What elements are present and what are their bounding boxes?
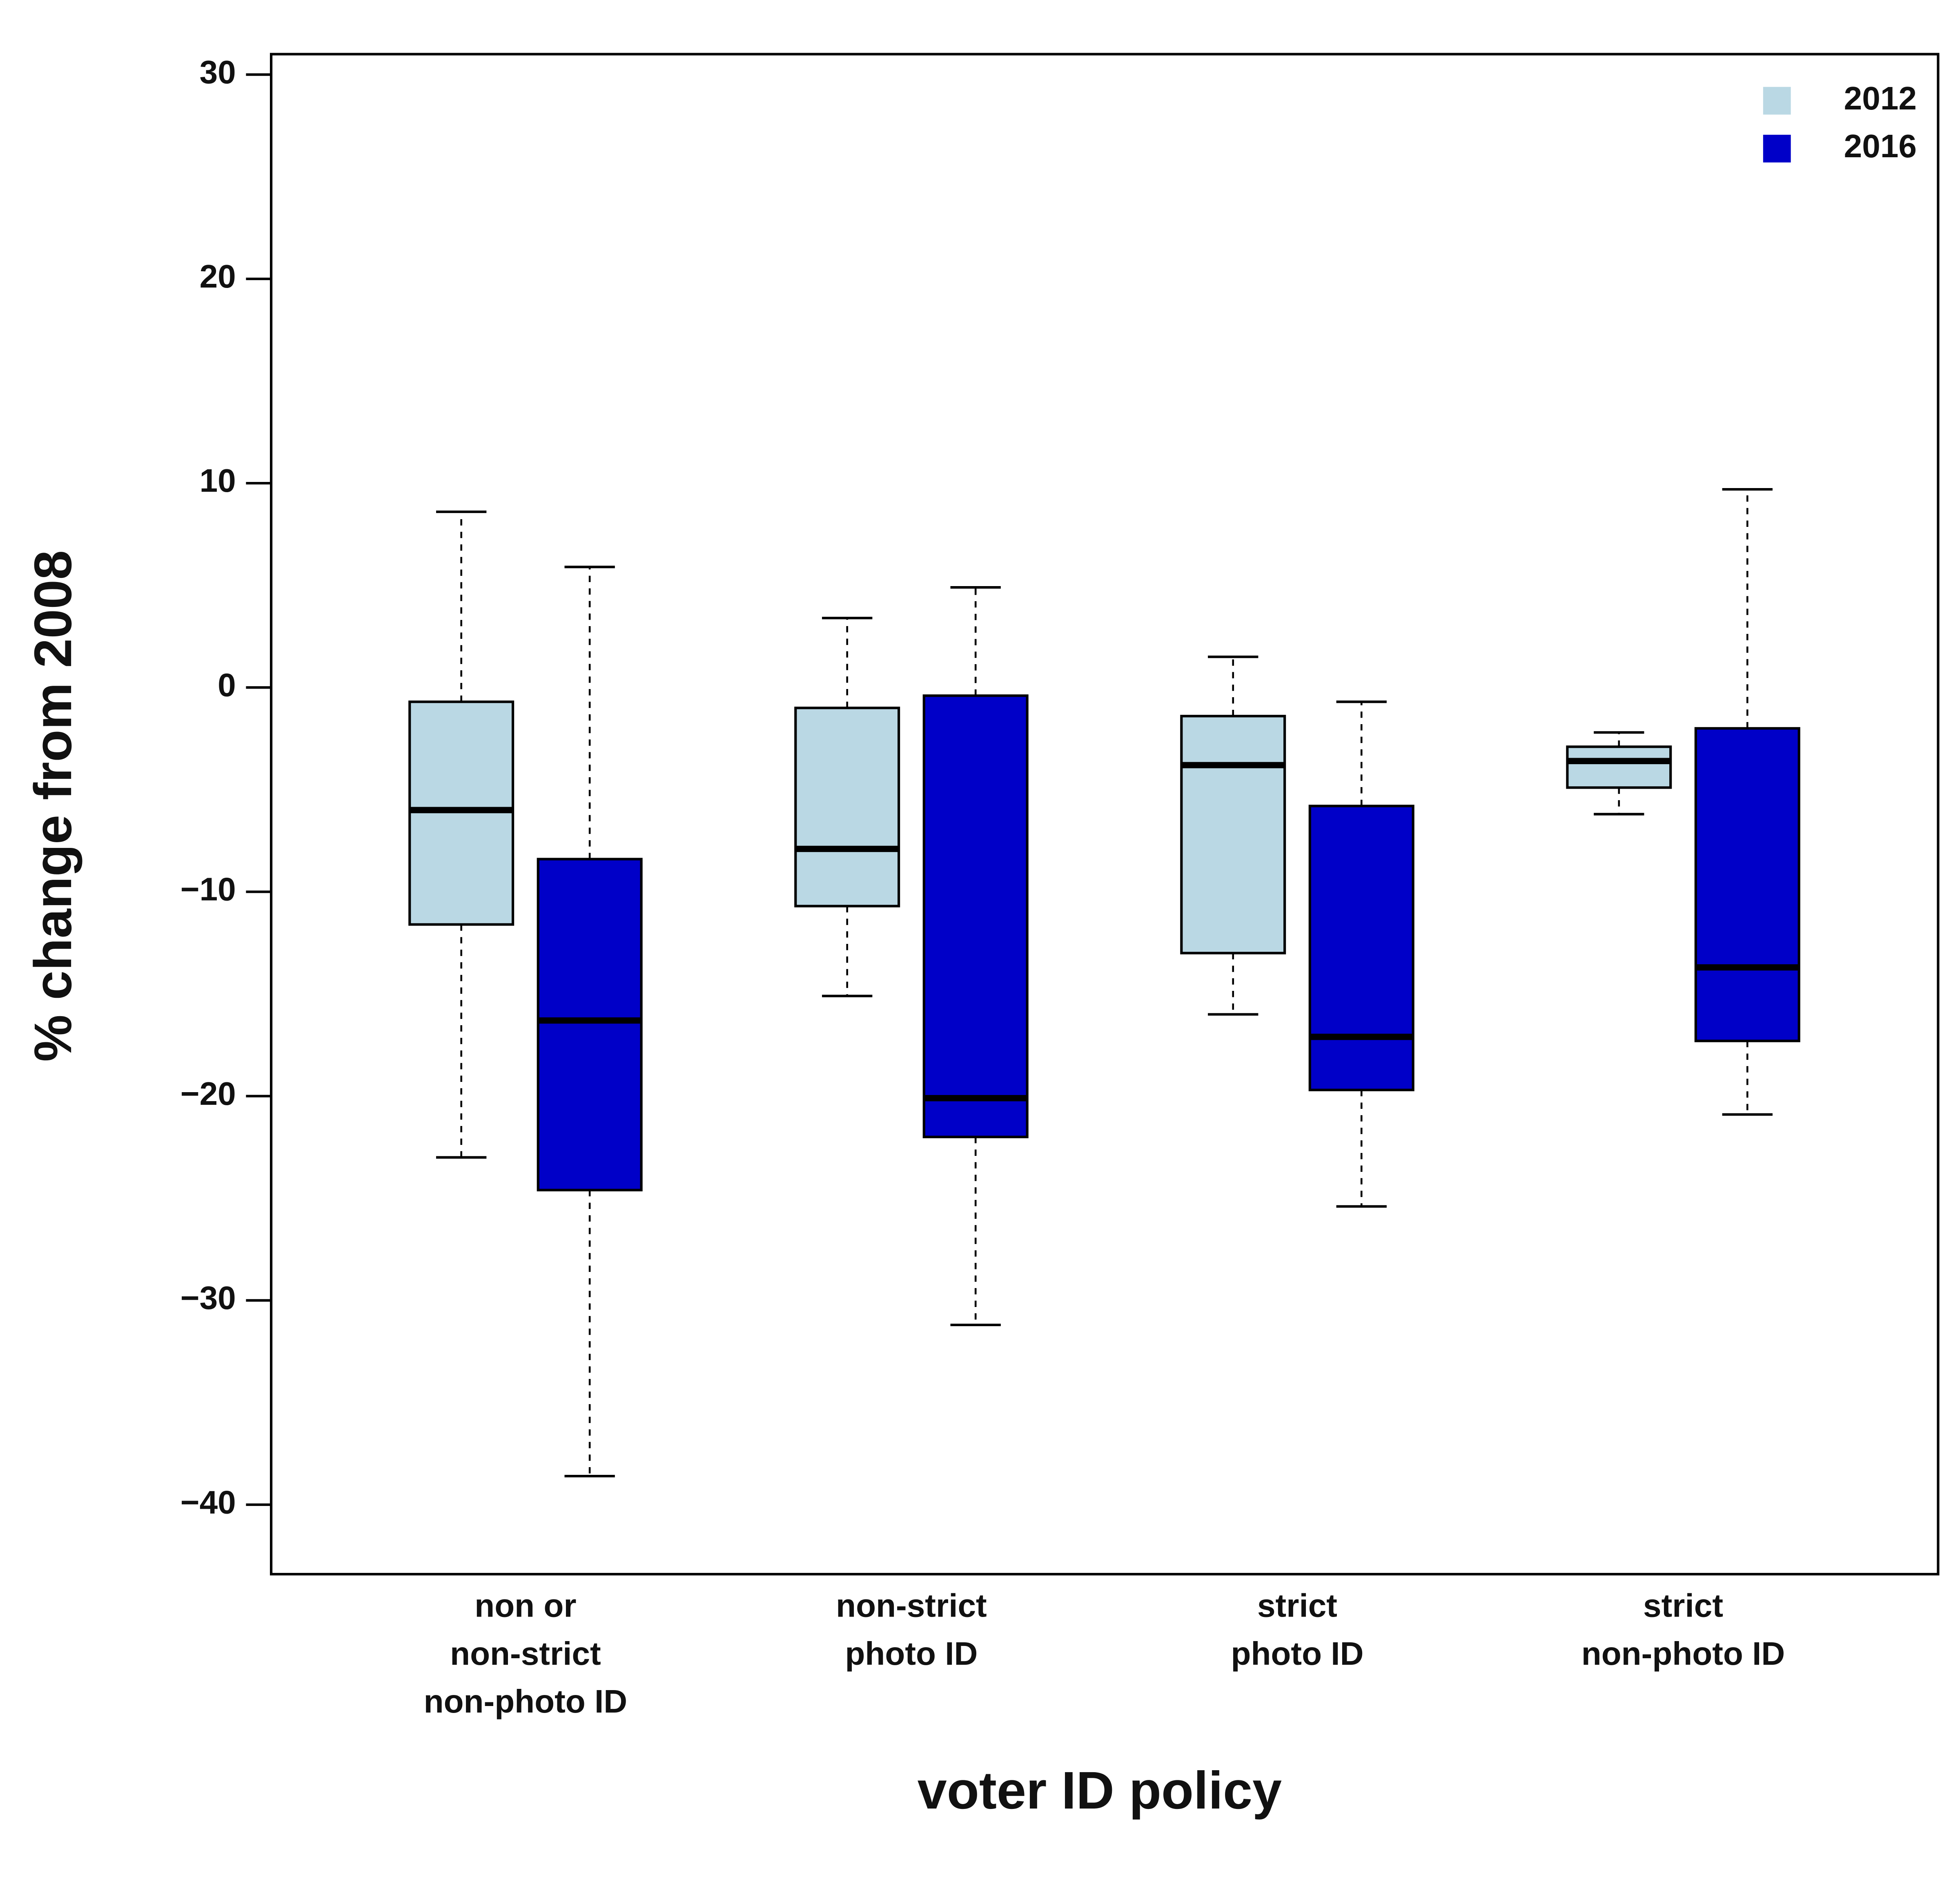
legend-swatch [1763,87,1791,115]
x-tick-label: non-photo ID [1581,1635,1785,1672]
x-tick-label: non-photo ID [424,1683,628,1720]
box [1308,805,1414,1091]
y-tick-label: −10 [180,871,236,908]
x-tick-label: non-strict [450,1635,601,1672]
box [922,694,1029,1138]
x-tick-label: strict [1643,1587,1723,1624]
x-tick-label: non or [474,1587,576,1624]
y-tick-label: 30 [200,54,236,90]
box [1180,715,1286,955]
box [794,707,900,908]
box [537,858,643,1191]
y-tick-label: −40 [180,1483,236,1520]
x-tick-label: photo ID [845,1635,978,1672]
y-tick-label: 20 [200,258,236,294]
legend-swatch [1763,134,1791,163]
y-tick-label: 0 [218,666,236,703]
x-tick-label: non-strict [836,1587,987,1624]
plot-frame [270,53,1940,1576]
legend-label: 2016 [1844,127,1917,164]
x-tick-label: photo ID [1231,1635,1364,1672]
y-tick-label: 10 [200,462,236,499]
box [1566,745,1672,789]
x-tick-label: strict [1257,1587,1337,1624]
y-axis-label: % change from 2008 [24,550,82,1062]
y-tick-label: −30 [180,1279,236,1316]
y-tick-label: −20 [180,1075,236,1112]
box [1694,727,1800,1042]
legend-label: 2012 [1844,80,1917,116]
x-axis-label: voter ID policy [918,1761,1282,1820]
